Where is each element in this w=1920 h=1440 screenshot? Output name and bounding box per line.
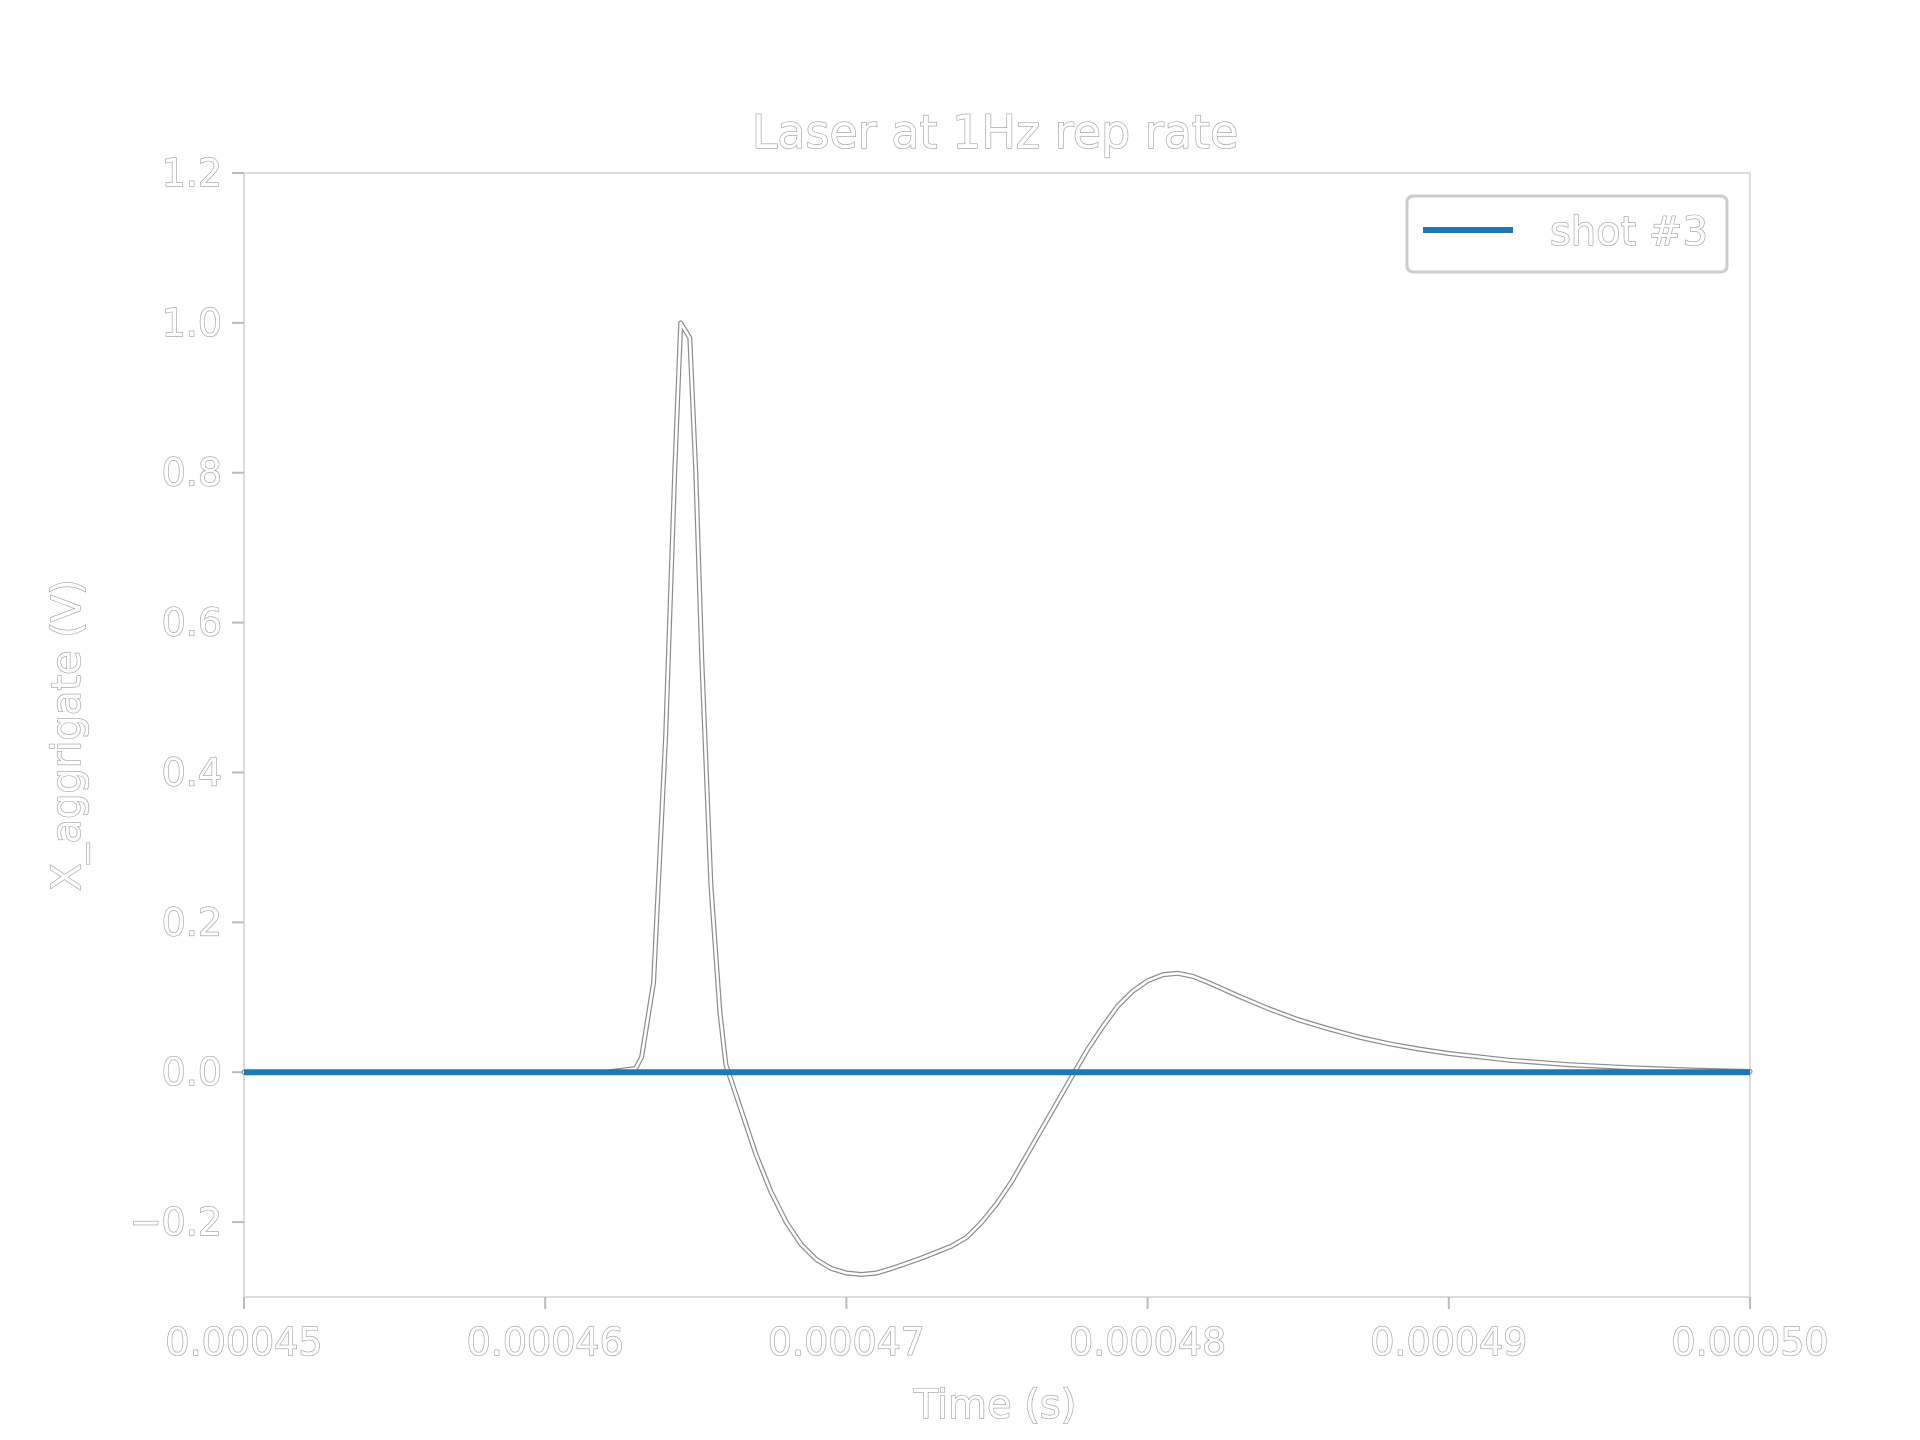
series-line-pulse <box>242 321 1752 1276</box>
y-tick-label: 0.6 <box>162 601 222 645</box>
x-axis-label: Time (s) <box>913 1382 1077 1428</box>
y-tick-label: 0.8 <box>162 451 222 495</box>
x-tick-label: 0.00049 <box>1370 1320 1527 1364</box>
legend-box <box>1405 194 1729 274</box>
y-tick-label: 0.2 <box>162 900 222 944</box>
y-axis-label: X_aggrigate (V) <box>44 579 90 891</box>
chart-title: Laser at 1Hz rep rate <box>752 105 1239 159</box>
series-line-pulse-outline <box>241 320 1753 1277</box>
y-tick-label: 1.0 <box>162 301 222 345</box>
x-axis: 0.00045 0.00046 0.00047 0.00048 0.00049 0.000… <box>165 1297 1829 1365</box>
plot-area <box>243 172 1751 1298</box>
y-axis: −0.2 0.0 0.2 0.4 0.6 0.8 1.0 1.2 <box>129 150 244 1245</box>
x-tick-label: 0.00046 <box>467 1320 624 1364</box>
x-tick-label: 0.00045 <box>165 1320 322 1364</box>
legend: shot #3 <box>1405 194 1729 274</box>
x-tick-label: 0.00047 <box>768 1320 925 1364</box>
y-tick-label: 0.0 <box>162 1050 222 1094</box>
y-tick-label: 1.2 <box>162 151 222 195</box>
legend-label-shot-3: shot #3 <box>1550 209 1708 255</box>
series-layer <box>241 320 1753 1277</box>
y-tick-label: 0.4 <box>162 750 222 794</box>
x-tick-label: 0.00048 <box>1069 1320 1226 1364</box>
y-tick-label: −0.2 <box>130 1200 222 1244</box>
x-tick-label: 0.00050 <box>1671 1320 1828 1364</box>
